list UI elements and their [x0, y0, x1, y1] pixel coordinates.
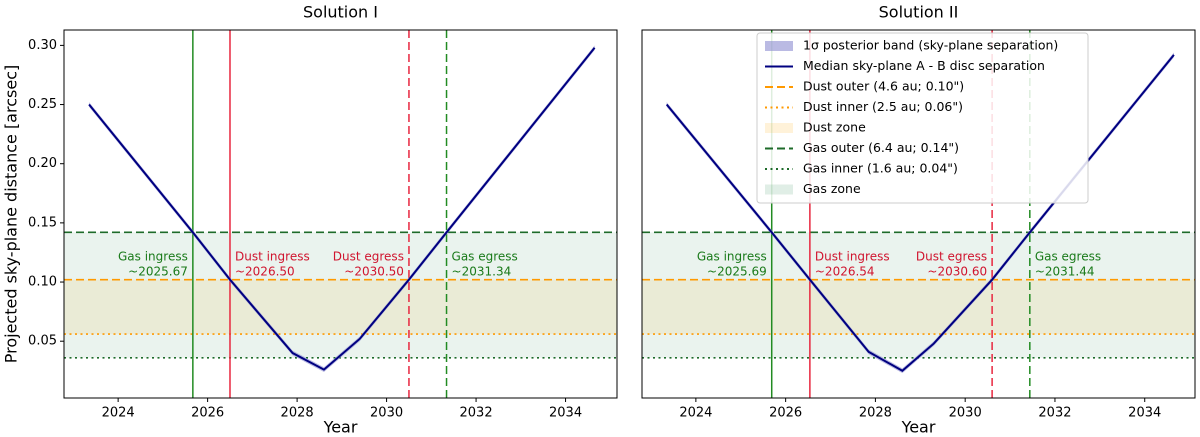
- event-label: ~2026.54: [815, 265, 875, 279]
- legend-label: Median sky-plane A - B disc separation: [803, 58, 1045, 73]
- event-label: ~2025.69: [707, 265, 767, 279]
- y-tick-label: 0.30: [28, 38, 57, 53]
- x-tick-label: 2028: [859, 406, 892, 421]
- zone: [642, 279, 1195, 335]
- event-label: Dust ingress: [235, 250, 310, 264]
- y-tick-label: 0.15: [28, 215, 57, 230]
- legend-label: Gas outer (6.4 au; 0.14"): [803, 140, 959, 155]
- x-tick-label: 2026: [191, 406, 224, 421]
- event-label: ~2031.34: [452, 265, 512, 279]
- y-tick-label: 0.20: [28, 156, 57, 171]
- legend-label: 1σ posterior band (sky-plane separation): [803, 38, 1058, 53]
- event-label: ~2026.50: [235, 265, 295, 279]
- legend-swatch: [765, 123, 793, 133]
- event-label: Gas egress: [1035, 250, 1101, 264]
- axes-frame: [63, 29, 618, 399]
- median-line: [88, 47, 596, 371]
- zone: [642, 232, 1195, 358]
- event-label: Dust ingress: [815, 250, 890, 264]
- event-label: ~2030.60: [927, 265, 987, 279]
- event-label: Dust egress: [333, 250, 404, 264]
- y-tick-label: 0.25: [28, 97, 57, 112]
- chart-title: Solution I: [303, 3, 378, 22]
- event-label: ~2030.50: [344, 265, 404, 279]
- x-tick-label: 2030: [949, 406, 982, 421]
- median-line: [665, 54, 1175, 373]
- plot-area: [64, 30, 617, 398]
- event-label: Gas ingress: [697, 250, 767, 264]
- legend-frame: [756, 32, 1089, 204]
- x-tick-label: 2034: [1128, 406, 1161, 421]
- y-axis-label: Projected sky-plane distance [arcsec]: [2, 65, 21, 363]
- legend-swatch: [765, 41, 793, 51]
- x-tick-label: 2032: [460, 406, 493, 421]
- x-axis-label: Year: [323, 418, 358, 437]
- x-tick-label: 2028: [281, 406, 314, 421]
- chart-title: Solution II: [879, 3, 959, 22]
- legend-label: Dust zone: [803, 120, 866, 135]
- event-label: Dust egress: [916, 250, 987, 264]
- y-tick-label: 0.10: [28, 275, 57, 290]
- x-tick-label: 2034: [549, 406, 582, 421]
- x-tick-label: 2026: [769, 406, 802, 421]
- event-label: ~2025.67: [128, 265, 188, 279]
- event-label: Gas ingress: [118, 250, 188, 264]
- x-axis-label: Year: [901, 418, 936, 437]
- zone: [64, 279, 617, 335]
- plot-area: [642, 30, 1195, 398]
- legend-swatch: [765, 184, 793, 195]
- legend-label: Gas inner (1.6 au; 0.04"): [803, 161, 958, 176]
- y-tick-label: 0.05: [28, 334, 57, 349]
- legend-label: Dust inner (2.5 au; 0.06"): [803, 99, 963, 114]
- x-tick-label: 2032: [1038, 406, 1071, 421]
- legend-label: Dust outer (4.6 au; 0.10"): [803, 79, 964, 94]
- axes-frame: [641, 29, 1196, 399]
- x-tick-label: 2024: [102, 406, 135, 421]
- legend-label: Gas zone: [803, 181, 861, 196]
- event-label: ~2031.44: [1035, 265, 1095, 279]
- x-tick-label: 2030: [370, 406, 403, 421]
- x-tick-label: 2024: [679, 406, 712, 421]
- event-label: Gas egress: [452, 250, 518, 264]
- zone: [64, 232, 617, 358]
